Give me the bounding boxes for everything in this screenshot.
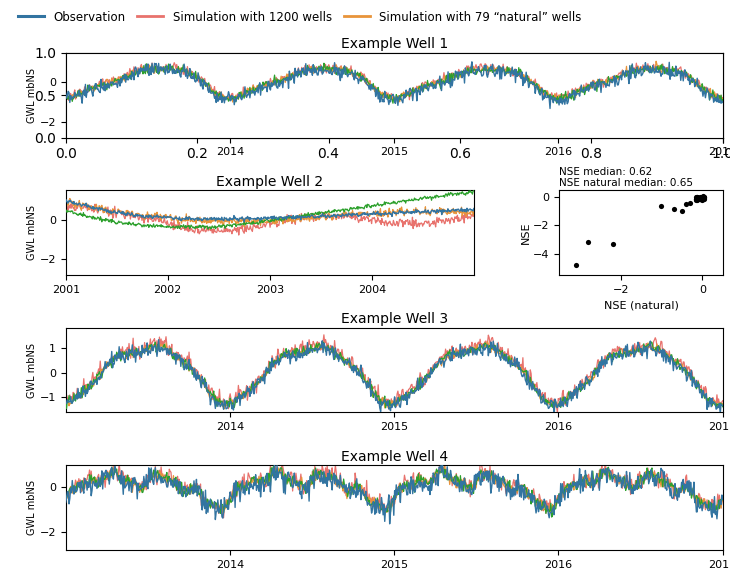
Point: [697, 195, 709, 204]
Point: [693, 193, 704, 202]
Point: [698, 194, 710, 203]
Point: [680, 199, 692, 209]
Point: [570, 260, 582, 270]
Title: Example Well 4: Example Well 4: [341, 450, 447, 464]
Point: [676, 207, 688, 216]
Point: [607, 239, 618, 249]
Point: [696, 192, 708, 202]
Y-axis label: GWL mbNS: GWL mbNS: [27, 480, 36, 535]
Point: [691, 194, 703, 204]
Point: [696, 194, 708, 203]
Title: Example Well 3: Example Well 3: [341, 312, 447, 326]
Point: [698, 192, 710, 201]
Point: [695, 194, 707, 204]
Point: [691, 194, 702, 204]
Point: [694, 194, 706, 203]
Point: [691, 195, 703, 204]
Legend: Observation, Simulation with 1200 wells, Simulation with 79 “natural” wells: Observation, Simulation with 1200 wells,…: [13, 6, 586, 28]
Point: [693, 194, 704, 203]
Title: Example Well 1: Example Well 1: [341, 37, 447, 51]
Point: [668, 204, 680, 213]
Text: NSE median: 0.62
NSE natural median: 0.65: NSE median: 0.62 NSE natural median: 0.6…: [559, 167, 694, 188]
Point: [695, 194, 707, 203]
Point: [691, 194, 703, 204]
Point: [696, 194, 708, 203]
Point: [583, 238, 594, 247]
Point: [694, 194, 706, 204]
Point: [696, 195, 707, 205]
Title: Example Well 2: Example Well 2: [216, 175, 323, 189]
Y-axis label: GWL mbNS: GWL mbNS: [27, 68, 36, 123]
Point: [698, 192, 710, 202]
Point: [694, 192, 706, 201]
Point: [691, 195, 702, 204]
Point: [693, 193, 704, 202]
Point: [684, 198, 696, 208]
X-axis label: NSE (natural): NSE (natural): [604, 300, 678, 310]
Point: [691, 192, 702, 201]
Point: [691, 192, 703, 202]
Point: [691, 195, 702, 205]
Y-axis label: GWL mbNS: GWL mbNS: [27, 205, 36, 260]
Y-axis label: NSE: NSE: [520, 221, 531, 244]
Point: [698, 193, 710, 202]
Point: [656, 201, 667, 211]
Y-axis label: GWL mbNS: GWL mbNS: [27, 342, 36, 398]
Point: [697, 192, 709, 201]
Point: [695, 194, 707, 203]
Point: [691, 192, 703, 202]
